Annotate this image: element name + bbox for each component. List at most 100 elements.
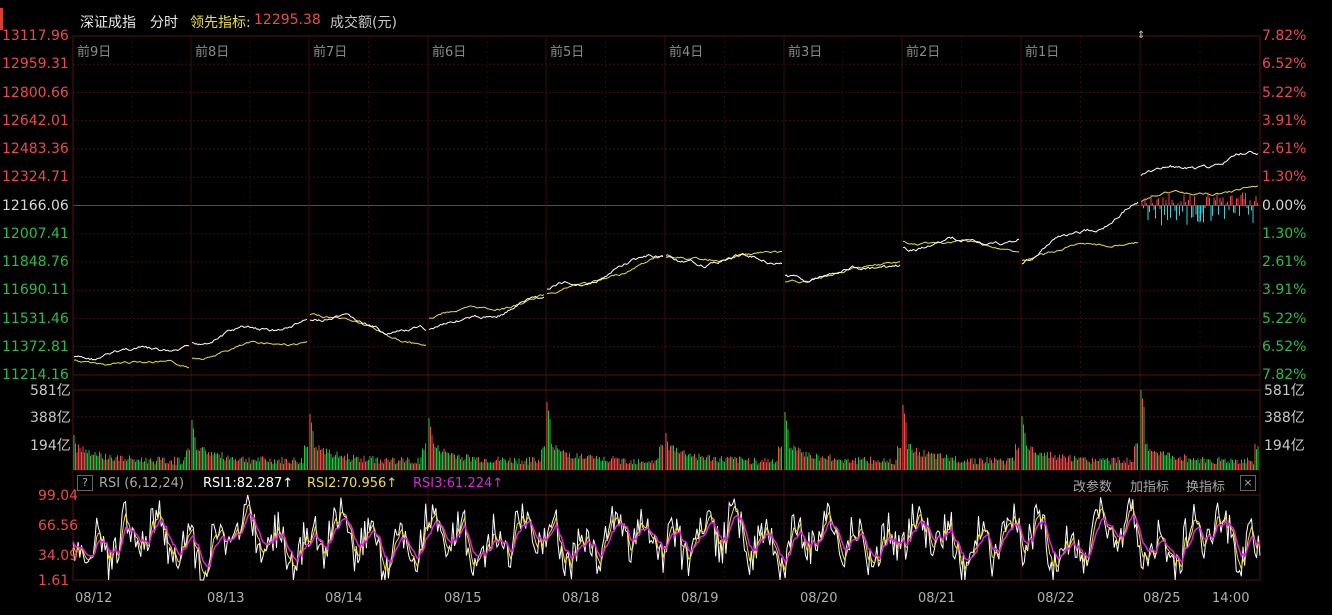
price-tick-label: 12959.31 xyxy=(2,56,69,73)
rsi-tick-label: 66.56 xyxy=(38,518,79,534)
percent-tick-label: 5.22% xyxy=(1262,84,1307,101)
header-accent xyxy=(0,8,3,30)
volume-tick-label-right: 388亿 xyxy=(1264,410,1305,426)
price-tick-label: 13117.96 xyxy=(2,28,69,44)
chart-grid xyxy=(72,35,1261,581)
price-lines xyxy=(73,150,1259,369)
percent-tick-label: 2.61% xyxy=(1262,141,1307,157)
panel-border xyxy=(72,35,1261,376)
percent-tick-label: 6.52% xyxy=(1262,338,1307,355)
price-tick-label: 11372.81 xyxy=(2,338,69,355)
day-label: 前8日 xyxy=(195,45,230,60)
leading-index-line xyxy=(429,294,545,319)
volume-tick-label: 194亿 xyxy=(30,438,71,454)
leading-index-line xyxy=(1140,185,1259,202)
day-label: 前1日 xyxy=(1025,45,1060,60)
day-label: 前7日 xyxy=(313,45,348,60)
price-line xyxy=(310,313,427,336)
percent-tick-label: 5.22% xyxy=(1262,310,1307,327)
date-label: 08/14 xyxy=(325,591,363,606)
rsi1-value: RSI1:82.287↑ xyxy=(203,476,294,491)
date-label: 08/13 xyxy=(207,591,245,606)
date-label: 08/21 xyxy=(918,591,956,606)
leading-indicator-value: 12295.38 xyxy=(254,12,321,28)
price-line xyxy=(1140,150,1259,177)
add-indicator-button[interactable]: 加指标 xyxy=(1130,480,1170,495)
day-label: 前6日 xyxy=(432,45,467,60)
price-tick-label: 12166.06 xyxy=(2,197,69,214)
date-label: 08/25 xyxy=(1143,591,1181,606)
price-tick-label: 11214.16 xyxy=(2,367,69,383)
mode-label[interactable]: 分时 xyxy=(150,15,178,31)
rsi3-value: RSI3:61.224↑ xyxy=(413,476,504,491)
price-tick-label: 12642.01 xyxy=(2,112,69,129)
price-line xyxy=(1021,201,1139,265)
day-label: 前5日 xyxy=(550,45,585,60)
price-tick-label: 12324.71 xyxy=(2,169,69,186)
price-line xyxy=(73,344,190,361)
rsi-lines xyxy=(72,494,1261,581)
rsi3-line xyxy=(72,512,1261,568)
day-label: 前3日 xyxy=(788,45,823,60)
day-label: 前9日 xyxy=(77,45,112,60)
leading-index-line xyxy=(1021,241,1138,261)
price-tick-label: 12007.41 xyxy=(2,225,69,242)
leading-indicator-label: 领先指标: xyxy=(190,15,251,31)
percent-tick-label: 1.30% xyxy=(1262,169,1307,186)
price-line xyxy=(546,254,664,290)
volume-label: 成交额(元) xyxy=(330,15,397,31)
volume-tick-label-right: 194亿 xyxy=(1264,438,1305,454)
chart-header: 深证成指 分时 领先指标: 12295.38 成交额(元) xyxy=(0,0,1332,34)
index-name[interactable]: 深证成指 xyxy=(80,15,136,31)
volume-tick-label-right: 581亿 xyxy=(1264,383,1305,399)
crosshair-marker-icon[interactable]: ⇕ xyxy=(1137,30,1146,41)
day-label: 前2日 xyxy=(906,45,941,60)
percent-tick-label: 2.61% xyxy=(1262,254,1307,270)
date-label: 08/15 xyxy=(444,591,482,606)
percent-tick-label: 0.00% xyxy=(1262,197,1307,214)
price-tick-label: 11531.46 xyxy=(2,310,69,327)
date-label: 08/19 xyxy=(681,591,719,606)
volume-tick-label: 581亿 xyxy=(30,383,71,399)
volume-bars xyxy=(73,390,1259,470)
volume-tick-label: 388亿 xyxy=(30,410,71,426)
percent-tick-label: 3.91% xyxy=(1262,282,1307,299)
date-label: 08/20 xyxy=(800,591,838,606)
price-line xyxy=(902,236,1020,253)
percent-tick-label: 1.30% xyxy=(1262,225,1307,242)
date-label: 14:00 xyxy=(1212,591,1250,606)
switch-indicator-button[interactable]: 换指标 xyxy=(1186,480,1226,495)
leading-index-line xyxy=(903,239,1020,253)
rsi-tick-label: 1.61 xyxy=(38,573,70,589)
rsi-tick-label: 99.04 xyxy=(38,488,79,504)
percent-tick-label: 7.82% xyxy=(1262,28,1307,44)
rsi1-line xyxy=(72,494,1261,581)
price-line xyxy=(191,318,308,346)
rsi2-value: RSI2:70.956↑ xyxy=(307,476,398,491)
leading-index-line xyxy=(309,313,427,347)
price-tick-label: 11690.11 xyxy=(2,282,69,299)
date-label: 08/18 xyxy=(562,591,600,606)
price-line xyxy=(784,264,901,283)
percent-tick-label: 3.91% xyxy=(1262,112,1307,129)
rsi-title[interactable]: RSI (6,12,24) xyxy=(99,476,185,491)
change-params-button[interactable]: 改参数 xyxy=(1073,480,1113,495)
date-label: 08/22 xyxy=(1037,591,1075,606)
leading-index-line xyxy=(546,255,664,295)
price-tick-label: 11848.76 xyxy=(2,254,69,270)
help-button[interactable]: ? xyxy=(77,475,93,491)
rsi-tick-label: 34.09 xyxy=(38,548,79,564)
price-tick-label: 12483.36 xyxy=(2,141,69,157)
percent-tick-label: 7.82% xyxy=(1262,367,1307,383)
leading-index-line xyxy=(73,359,190,369)
price-line xyxy=(428,295,545,331)
price-tick-label: 12800.66 xyxy=(2,84,69,101)
percent-tick-label: 6.52% xyxy=(1262,56,1307,73)
close-icon[interactable]: × xyxy=(1240,475,1256,491)
date-label: 08/12 xyxy=(75,591,113,606)
panel-border xyxy=(72,494,1261,581)
leading-index-line xyxy=(191,340,308,361)
day-label: 前4日 xyxy=(669,45,704,60)
price-line xyxy=(665,253,783,269)
